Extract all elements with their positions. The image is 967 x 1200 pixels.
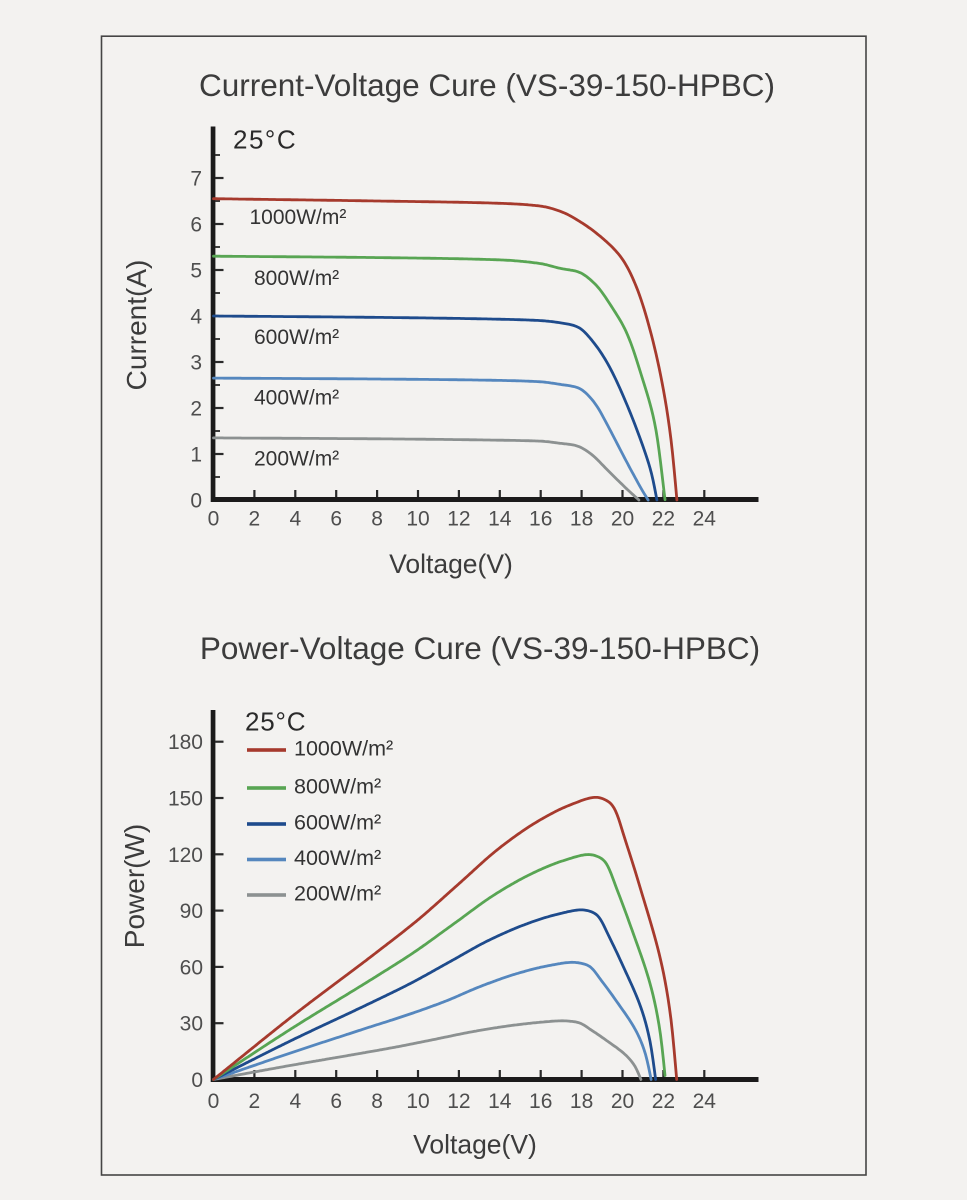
svg-text:5: 5 <box>190 260 202 283</box>
svg-text:4: 4 <box>289 1090 301 1113</box>
svg-text:0: 0 <box>208 508 220 531</box>
svg-text:400W/m²: 400W/m² <box>254 387 339 410</box>
svg-text:25°C: 25°C <box>233 125 297 155</box>
svg-text:600W/m²: 600W/m² <box>294 811 381 835</box>
svg-text:10: 10 <box>406 1090 429 1113</box>
svg-text:7: 7 <box>190 168 202 191</box>
svg-text:90: 90 <box>180 900 203 923</box>
svg-text:120: 120 <box>168 844 203 867</box>
svg-text:60: 60 <box>180 956 203 979</box>
svg-text:24: 24 <box>693 508 717 531</box>
svg-text:12: 12 <box>447 508 470 531</box>
svg-text:12: 12 <box>447 1090 470 1113</box>
svg-text:30: 30 <box>180 1013 203 1036</box>
svg-text:1000W/m²: 1000W/m² <box>250 206 347 229</box>
svg-text:10: 10 <box>406 508 429 531</box>
svg-text:0: 0 <box>190 490 202 513</box>
svg-text:16: 16 <box>529 1090 552 1113</box>
svg-text:20: 20 <box>611 508 634 531</box>
svg-text:600W/m²: 600W/m² <box>254 326 339 349</box>
svg-text:14: 14 <box>488 508 512 531</box>
svg-text:4: 4 <box>289 508 301 531</box>
svg-text:Power(W): Power(W) <box>119 824 150 948</box>
svg-text:6: 6 <box>330 1090 342 1113</box>
svg-text:2: 2 <box>249 508 261 531</box>
svg-text:200W/m²: 200W/m² <box>294 882 381 906</box>
svg-text:18: 18 <box>570 1090 593 1113</box>
svg-text:Power-Voltage Cure (VS-39-150-: Power-Voltage Cure (VS-39-150-HPBC) <box>200 630 760 666</box>
svg-text:0: 0 <box>191 1069 203 1092</box>
svg-text:180: 180 <box>168 731 203 754</box>
svg-text:16: 16 <box>529 508 552 531</box>
svg-text:1000W/m²: 1000W/m² <box>294 737 393 761</box>
svg-text:1: 1 <box>190 444 202 467</box>
svg-text:2: 2 <box>249 1090 261 1113</box>
svg-text:6: 6 <box>330 508 342 531</box>
svg-text:0: 0 <box>208 1090 220 1113</box>
svg-text:2: 2 <box>190 398 202 421</box>
svg-text:800W/m²: 800W/m² <box>254 267 339 290</box>
svg-text:Voltage(V): Voltage(V) <box>413 1130 537 1160</box>
svg-text:8: 8 <box>371 508 383 531</box>
svg-text:20: 20 <box>611 1090 634 1113</box>
svg-text:24: 24 <box>693 1090 717 1113</box>
svg-text:800W/m²: 800W/m² <box>294 775 381 799</box>
svg-text:22: 22 <box>652 508 675 531</box>
svg-text:Voltage(V): Voltage(V) <box>389 549 513 579</box>
svg-text:Current(A): Current(A) <box>121 260 152 391</box>
svg-text:22: 22 <box>652 1090 675 1113</box>
svg-text:6: 6 <box>190 214 202 237</box>
svg-text:14: 14 <box>488 1090 512 1113</box>
svg-text:25°C: 25°C <box>245 707 306 737</box>
svg-text:400W/m²: 400W/m² <box>294 846 381 870</box>
svg-text:150: 150 <box>168 788 203 811</box>
svg-text:18: 18 <box>570 508 593 531</box>
svg-text:4: 4 <box>190 306 202 329</box>
svg-text:3: 3 <box>190 352 202 375</box>
svg-text:8: 8 <box>371 1090 383 1113</box>
svg-text:200W/m²: 200W/m² <box>254 448 339 471</box>
svg-text:Current-Voltage Cure (VS-39-15: Current-Voltage Cure (VS-39-150-HPBC) <box>199 67 775 103</box>
